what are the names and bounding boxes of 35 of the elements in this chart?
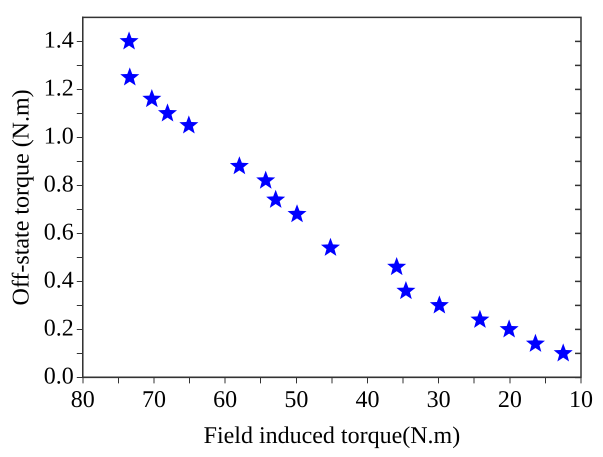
y-tick-label: 1.4 — [44, 28, 74, 54]
point — [500, 319, 519, 338]
point — [256, 170, 276, 189]
point — [387, 257, 406, 276]
y-tick-label: 0.2 — [44, 316, 74, 342]
x-axis-title: Field induced torque(N.m) — [204, 422, 460, 449]
x-tick-label: 30 — [426, 387, 451, 414]
y-tick-label: 0.8 — [44, 172, 74, 198]
point — [526, 334, 545, 352]
point — [230, 156, 249, 174]
point — [320, 238, 340, 256]
x-tick-label: 10 — [569, 387, 593, 414]
y-axis-title: Off-state torque (N.m) — [8, 89, 35, 306]
x-tick-label: 60 — [213, 387, 238, 414]
x-tick-label: 20 — [498, 387, 522, 414]
point — [554, 343, 573, 362]
point — [158, 103, 178, 122]
y-tick-label: 1.2 — [44, 76, 74, 102]
y-tick-label: 0.4 — [44, 268, 74, 294]
point — [120, 67, 140, 86]
point — [120, 31, 139, 50]
point — [266, 190, 286, 208]
y-tick-label: 0.6 — [44, 220, 74, 246]
x-tick-label: 40 — [355, 387, 380, 414]
point — [288, 204, 307, 222]
point — [396, 281, 416, 300]
x-tick-label: 50 — [284, 387, 308, 414]
point — [142, 89, 162, 108]
y-tick-label: 0.0 — [44, 364, 74, 390]
point — [470, 310, 490, 328]
point — [430, 295, 449, 314]
point — [179, 115, 198, 134]
y-tick-label: 1.0 — [44, 124, 74, 150]
x-tick-label: 80 — [70, 387, 95, 414]
x-tick-label: 70 — [142, 387, 166, 414]
